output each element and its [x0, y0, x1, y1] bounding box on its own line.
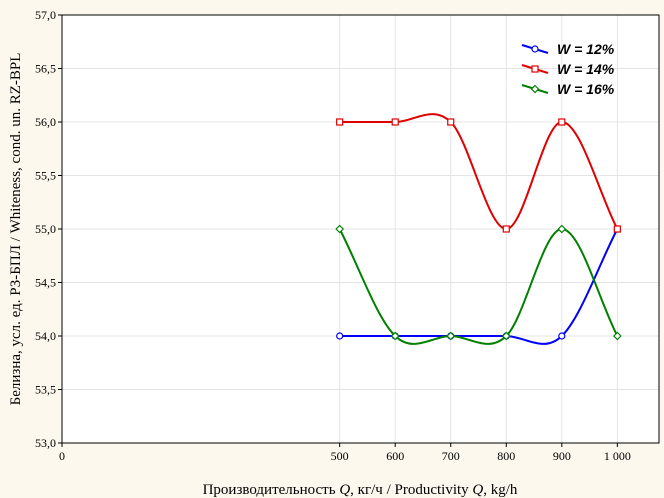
y-tick-label: 54,5: [35, 276, 56, 290]
legend-marker: [531, 45, 539, 53]
series-line: [338, 227, 619, 345]
axis-ticks: 53,0 53,5 54,0 54,5 55,0 55,5 56,0 56,5 57,0 0 500…: [35, 8, 631, 463]
x-tick-label: 900: [553, 449, 571, 463]
x-tick-label: 1 000: [604, 449, 631, 463]
data-point: [613, 225, 621, 233]
series-layer: [335, 113, 622, 345]
data-point: [446, 331, 456, 341]
y-tick-label: 57,0: [35, 8, 56, 22]
data-point: [447, 118, 455, 126]
x-axis-label: Производительность Q, кг/ч / Productivit…: [203, 482, 518, 498]
data-point: [502, 225, 510, 233]
legend-label: W = 14%: [557, 61, 615, 77]
y-tick-label: 56,5: [35, 62, 56, 76]
data-point: [613, 331, 622, 341]
data-point: [558, 332, 566, 340]
data-point: [558, 118, 566, 126]
x-tick-label: 800: [497, 449, 515, 463]
x-axis-label-part: , кг/ч / Productivity: [350, 482, 472, 498]
x-tick-label: 700: [442, 449, 460, 463]
y-tick-label: 54,0: [35, 329, 56, 343]
x-tick-label: 0: [59, 449, 65, 463]
x-axis-label-part: Производительность: [203, 482, 340, 498]
x-tick-label: 600: [386, 449, 404, 463]
data-point: [501, 331, 511, 341]
x-axis-label-part: Q: [339, 482, 350, 498]
series-2: [336, 113, 621, 233]
x-axis-label-part: , kg/h: [483, 482, 518, 498]
x-axis-label-part: Q: [472, 482, 483, 498]
legend-item: W = 16%: [521, 81, 615, 97]
data-point: [336, 118, 344, 126]
data-point: [390, 331, 400, 341]
data-point: [335, 224, 345, 234]
series-3: [335, 224, 622, 345]
y-tick-label: 53,0: [35, 436, 56, 450]
legend-label: W = 16%: [557, 81, 615, 97]
legend-marker: [531, 65, 539, 73]
legend-marker: [530, 84, 540, 94]
y-tick-label: 56,0: [35, 115, 56, 129]
legend: W = 12% W = 14% W = 16%: [521, 41, 615, 97]
y-axis-label: Белизна, усл. ед. РЗ-БПЛ / Whiteness, co…: [8, 53, 24, 406]
data-point: [391, 118, 399, 126]
y-tick-label: 53,5: [35, 383, 56, 397]
legend-label: W = 12%: [557, 41, 615, 57]
x-tick-label: 500: [331, 449, 349, 463]
y-tick-label: 55,5: [35, 169, 56, 183]
y-tick-label: 55,0: [35, 222, 56, 236]
legend-item: W = 12%: [521, 41, 615, 57]
data-point: [557, 224, 567, 234]
legend-item: W = 14%: [521, 61, 615, 77]
data-point: [336, 332, 344, 340]
